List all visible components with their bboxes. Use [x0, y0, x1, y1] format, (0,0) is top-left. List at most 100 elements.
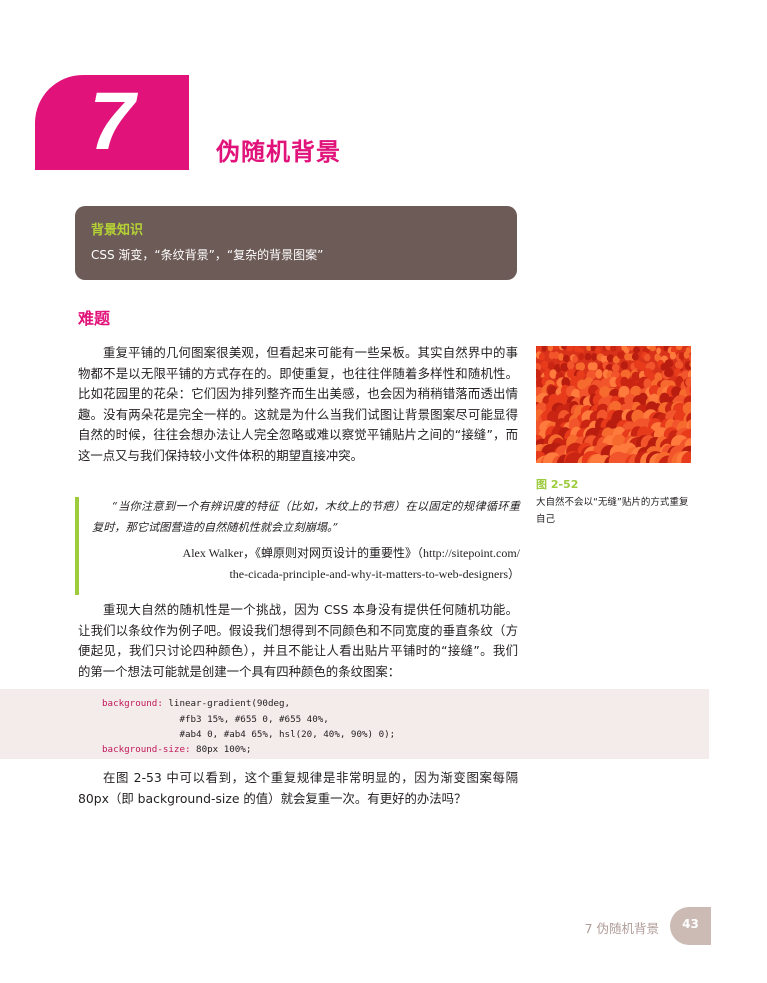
tulip-blossom [631, 352, 639, 361]
quote-text: “当你注意到一个有辨识度的特征（比如，木纹上的节疤）在以固定的规律循环重复时，那… [92, 500, 520, 534]
figure-caption: 大自然不会以“无缝”贴片的方式重复自己 [536, 497, 689, 525]
quote-source: Alex Walker，《蝉原则对网页设计的重要性》（http://sitepo… [90, 543, 520, 585]
tulip-blossom [618, 385, 630, 398]
tulip-blossom [576, 370, 585, 380]
tulip-blossom [560, 362, 569, 372]
tulip-blossom [689, 386, 691, 395]
tulip-blossom [591, 362, 598, 371]
tulip-blossom [638, 361, 646, 371]
tulip-blossom [595, 369, 603, 379]
tulip-blossom [685, 377, 691, 388]
code-line-2: #fb3 15%, #655 0, #655 40%, [102, 714, 329, 725]
tulip-blossom [549, 369, 557, 379]
tulip-blossom [689, 458, 691, 463]
tulip-blossom [671, 386, 682, 398]
tulip-blossom [664, 367, 674, 378]
page-number-badge: 43 [670, 907, 711, 945]
tulip-blossom [611, 363, 620, 373]
tulip-blossom [612, 355, 620, 364]
code-property-background-size: background-size: [102, 744, 191, 755]
tulip-blossom [617, 351, 626, 359]
tulip-blossom [633, 346, 640, 354]
tulip-blossom [675, 360, 684, 370]
tulip-blossom [655, 354, 662, 362]
tulip-blossom [591, 353, 598, 361]
page-number: 43 [682, 917, 699, 931]
code-line-4: background-size: 80px 100%; [102, 744, 251, 755]
tulip-blossom [620, 361, 628, 370]
background-knowledge-text: CSS 渐变，“条纹背景”，“复杂的背景图案” [91, 248, 324, 262]
code-value-gradient: linear-gradient(90deg, [162, 698, 291, 709]
tulip-blossom [669, 351, 677, 360]
tulip-blossom [584, 352, 592, 361]
tulip-blossom [683, 351, 690, 359]
tulip-blossom [541, 346, 547, 352]
tulip-blossom [606, 354, 615, 363]
paragraph-challenge: 重现大自然的随机性是一个挑战，因为 CSS 本身没有提供任何随机功能。让我们以条… [78, 602, 518, 679]
tulip-blossom [663, 346, 669, 352]
tulip-blossom [644, 353, 651, 362]
code-value-size: 80px 100%; [190, 744, 252, 755]
tulip-blossom [678, 352, 686, 360]
tulip-blossom [631, 371, 641, 382]
tulip-blossom [552, 351, 560, 359]
tulip-blossom [638, 392, 648, 406]
tulip-blossom [541, 360, 549, 370]
tulip-field-illustration [536, 346, 691, 463]
tulip-blossom [675, 346, 683, 351]
tulip-blossom [594, 347, 601, 354]
quote-source-line1: Alex Walker，《蝉原则对网页设计的重要性》（http://sitepo… [182, 546, 520, 560]
quote-bar [75, 497, 79, 595]
tulip-blossom [620, 369, 631, 380]
tulip-blossom [536, 368, 541, 379]
code-property-background: background: [102, 698, 163, 709]
quote-source-line2: the-cicada-principle-and-why-it-matters-… [229, 567, 520, 581]
background-knowledge-title: 背景知识 [91, 223, 144, 238]
tulip-blossom [689, 360, 691, 368]
chapter-badge: 7 [35, 75, 189, 170]
chapter-title: 伪随机背景 [216, 138, 341, 166]
tulip-blossom [649, 346, 656, 352]
tulip-blossom [558, 353, 564, 361]
tulip-blossom [664, 359, 674, 368]
tulip-blossom [681, 451, 691, 463]
paragraph-intro: 重复平铺的几何图案很美观，但看起来可能有一些呆板。其实自然界中的事物都不是以无限… [78, 345, 518, 463]
tulip-blossom [688, 346, 691, 350]
tulip-blossom [656, 347, 661, 355]
tulip-field-photo [536, 346, 691, 463]
background-knowledge-box: 背景知识 CSS 渐变，“条纹背景”，“复杂的背景图案” [75, 206, 517, 280]
tulip-blossom [536, 346, 542, 353]
tulip-blossom [586, 369, 597, 380]
tulip-blossom [572, 355, 578, 363]
tulip-blossom [567, 361, 575, 370]
tulip-blossom [688, 419, 691, 432]
tulip-blossom [538, 352, 545, 361]
tulip-blossom [670, 346, 678, 354]
paragraph-conclusion: 在图 2-53 中可以看到，这个重复规律是非常明显的，因为渐变图案每隔 80px… [78, 770, 518, 806]
tulip-blossom [578, 352, 584, 361]
tulip-blossom [623, 346, 630, 354]
tulip-blossom [547, 346, 554, 352]
tulip-blossom [561, 377, 571, 388]
tulip-blossom [578, 347, 584, 355]
tulip-blossom [586, 346, 592, 351]
chapter-number: 7 [89, 76, 135, 167]
tulip-blossom [590, 346, 596, 352]
tulip-blossom [627, 346, 635, 351]
tulip-blossom [688, 354, 691, 362]
tulip-blossom [647, 361, 656, 371]
tulip-blossom [553, 346, 560, 350]
footer-chapter-ref: 7 伪随机背景 [584, 921, 659, 936]
tulip-blossom [685, 385, 691, 397]
section-title: 难题 [78, 309, 111, 328]
tulip-blossom [547, 361, 555, 371]
tulip-blossom [548, 351, 555, 360]
tulip-blossom [543, 368, 552, 378]
tulip-blossom [643, 378, 652, 389]
tulip-blossom [610, 346, 617, 352]
tulip-blossom [566, 346, 574, 352]
code-line-3: #ab4 0, #ab4 65%, hsl(20, 40%, 90%) 0); [102, 729, 396, 740]
figure-label: 图 2-52 [536, 478, 579, 491]
code-line-1: background: linear-gradient(90deg, [102, 698, 290, 709]
tulip-blossom [605, 346, 612, 351]
